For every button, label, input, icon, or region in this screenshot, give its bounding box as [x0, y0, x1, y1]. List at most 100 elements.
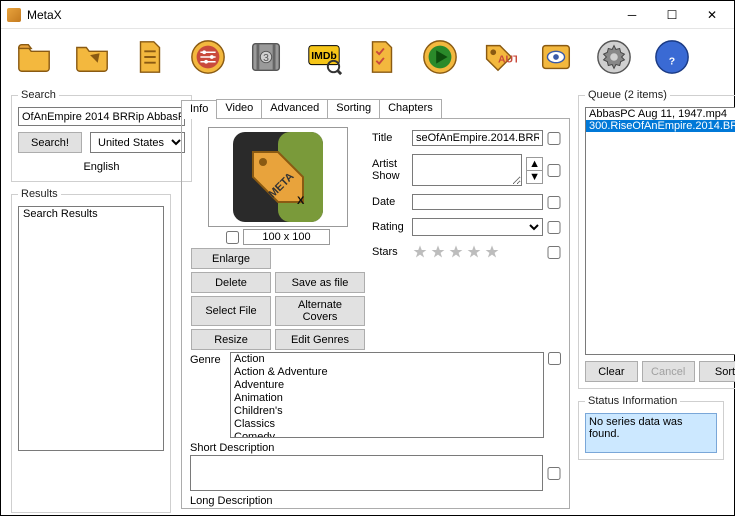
shortdesc-input[interactable]	[190, 455, 543, 491]
shortdesc-label: Short Description	[190, 442, 561, 454]
star-icon[interactable]	[430, 244, 446, 260]
tab-chapters[interactable]: Chapters	[379, 99, 442, 118]
resize-button[interactable]: Resize	[191, 329, 271, 350]
artwork-dimensions: 100 x 100	[243, 229, 329, 245]
genre-item[interactable]: Classics	[231, 418, 543, 431]
recent-folder-button[interactable]	[71, 36, 113, 78]
right-column: Queue (2 items) AbbasPC Aug 11, 1947.mp4…	[574, 85, 734, 517]
star-icon[interactable]	[466, 244, 482, 260]
title-checkbox[interactable]	[547, 132, 561, 145]
tab-sorting[interactable]: Sorting	[327, 99, 380, 118]
rating-select[interactable]	[412, 218, 543, 236]
svg-text:X: X	[297, 195, 305, 207]
saveas-button[interactable]: Save as file	[275, 272, 365, 293]
altcovers-button[interactable]: Alternate Covers	[275, 296, 365, 326]
genre-item[interactable]: Action	[231, 353, 543, 366]
artistshow-down[interactable]: ▼	[527, 171, 542, 183]
genre-item[interactable]: Adventure	[231, 379, 543, 392]
genre-item[interactable]: Children's	[231, 405, 543, 418]
document-button[interactable]	[129, 36, 171, 78]
queue-item[interactable]: AbbasPC Aug 11, 1947.mp4	[586, 108, 735, 120]
date-input[interactable]	[412, 194, 543, 210]
queue-list[interactable]: AbbasPC Aug 11, 1947.mp4 300.RiseOfAnEmp…	[585, 107, 735, 355]
star-icon[interactable]	[412, 244, 428, 260]
left-column: Search Search! United States English Res…	[1, 85, 177, 517]
imdb-button[interactable]: IMDb	[303, 36, 345, 78]
queue-group: Queue (2 items) AbbasPC Aug 11, 1947.mp4…	[578, 89, 735, 389]
artistshow-label: ArtistShow	[372, 158, 408, 182]
genre-item[interactable]: Action & Adventure	[231, 366, 543, 379]
star-icon[interactable]	[448, 244, 464, 260]
artistshow-input[interactable]	[412, 154, 522, 186]
selectfile-button[interactable]: Select File	[191, 296, 271, 326]
artistshow-up[interactable]: ▲	[527, 158, 542, 171]
status-message: No series data was found.	[585, 413, 717, 453]
date-label: Date	[372, 196, 408, 208]
country-select[interactable]: United States	[90, 132, 185, 153]
rating-checkbox[interactable]	[547, 221, 561, 234]
search-button[interactable]: Search!	[18, 132, 82, 153]
main-area: Search Search! United States English Res…	[1, 85, 734, 517]
enlarge-button[interactable]: Enlarge	[191, 248, 271, 269]
longdesc-label: Long Description	[190, 495, 561, 507]
queue-legend: Queue (2 items)	[585, 89, 670, 101]
tab-video[interactable]: Video	[216, 99, 262, 118]
status-legend: Status Information	[585, 395, 680, 407]
search-legend: Search	[18, 89, 59, 101]
delete-button[interactable]: Delete	[191, 272, 271, 293]
stars-checkbox[interactable]	[547, 246, 561, 259]
title-input[interactable]	[412, 130, 543, 146]
open-folder-button[interactable]	[13, 36, 55, 78]
checklist-button[interactable]	[361, 36, 403, 78]
stars-rating[interactable]	[412, 244, 543, 260]
autotag-button[interactable]: AUTO	[477, 36, 519, 78]
results-group: Results Search Results	[11, 188, 171, 513]
tab-advanced[interactable]: Advanced	[261, 99, 328, 118]
queue-cancel-button[interactable]: Cancel	[642, 361, 695, 382]
genre-list[interactable]: Action Action & Adventure Adventure Anim…	[230, 352, 544, 438]
stars-label: Stars	[372, 246, 408, 258]
info-panel: METAX 100 x 100 Enlarge Delete Save as f…	[181, 119, 570, 509]
search-group: Search Search! United States English	[11, 89, 192, 182]
minimize-button[interactable]: ─	[612, 2, 652, 28]
results-list[interactable]: Search Results	[18, 206, 164, 451]
svg-text:3: 3	[263, 53, 269, 64]
search-input[interactable]	[18, 107, 185, 126]
star-icon[interactable]	[484, 244, 500, 260]
artwork-preview[interactable]: METAX	[208, 127, 348, 227]
tab-info[interactable]: Info	[181, 100, 217, 119]
date-checkbox[interactable]	[547, 196, 561, 209]
results-placeholder: Search Results	[19, 207, 163, 221]
gear-button[interactable]	[593, 36, 635, 78]
genre-item[interactable]: Comedy	[231, 431, 543, 438]
artwork-checkbox[interactable]	[226, 231, 239, 244]
maximize-button[interactable]: ☐	[652, 2, 692, 28]
status-group: Status Information No series data was fo…	[578, 395, 724, 460]
genre-item[interactable]: Animation	[231, 392, 543, 405]
middle-column: Info Video Advanced Sorting Chapters MET…	[177, 85, 574, 517]
rating-label: Rating	[372, 221, 408, 233]
svg-text:AUTO: AUTO	[498, 55, 517, 66]
preview-eye-button[interactable]	[535, 36, 577, 78]
queue-sort-button[interactable]: Sort	[699, 361, 735, 382]
queue-item[interactable]: 300.RiseOfAnEmpire.2014.BR...	[586, 120, 735, 132]
svg-text:?: ?	[669, 57, 675, 68]
help-button[interactable]: ?	[651, 36, 693, 78]
shortdesc-checkbox[interactable]	[547, 467, 561, 480]
settings-sliders-button[interactable]	[187, 36, 229, 78]
artwork-column: METAX 100 x 100 Enlarge Delete Save as f…	[190, 127, 366, 350]
close-button[interactable]: ✕	[692, 2, 732, 28]
movie-reel-button[interactable]: 3	[245, 36, 287, 78]
editgenres-button[interactable]: Edit Genres	[275, 329, 365, 350]
longdesc-input[interactable]	[190, 508, 543, 509]
results-legend: Results	[18, 188, 61, 200]
queue-clear-button[interactable]: Clear	[585, 361, 638, 382]
window-title: MetaX	[27, 8, 612, 22]
title-bar: MetaX ─ ☐ ✕	[1, 1, 734, 29]
genre-label: Genre	[190, 352, 226, 366]
language-label[interactable]: English	[18, 161, 185, 175]
artistshow-checkbox[interactable]	[547, 164, 561, 177]
play-button[interactable]	[419, 36, 461, 78]
genre-checkbox[interactable]	[548, 352, 561, 365]
fields-column: Title ArtistShow ▲▼ Date	[372, 127, 561, 350]
